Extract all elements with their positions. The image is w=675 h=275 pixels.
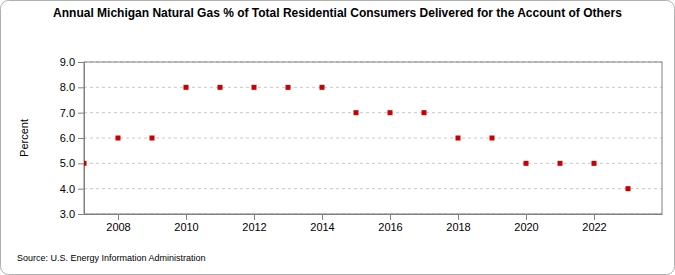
- x-tick-label: 2016: [378, 221, 402, 233]
- x-tick-mark: [186, 214, 187, 220]
- x-tick: 2016: [378, 214, 402, 233]
- y-tick-mark: [78, 189, 84, 190]
- point: [524, 161, 529, 166]
- x-tick-mark: [594, 214, 595, 220]
- x-tick-mark: [458, 214, 459, 220]
- x-tick-label: 2012: [242, 221, 266, 233]
- y-tick: 5.0: [60, 157, 84, 169]
- y-tick: 8.0: [60, 81, 84, 93]
- y-tick-label: 6.0: [60, 132, 75, 144]
- x-tick-mark: [254, 214, 255, 220]
- frame: [1, 1, 675, 275]
- y-tick-mark: [78, 163, 84, 164]
- point: [150, 136, 155, 141]
- x-axis: 2008 2010 2012 2014 2016 2018 2020 2022: [85, 214, 663, 233]
- y-tick-mark: [78, 87, 84, 88]
- x-tick-label: 2020: [514, 221, 538, 233]
- point: [84, 161, 87, 166]
- point: [592, 161, 597, 166]
- x-tick-mark: [322, 214, 323, 220]
- source: Source: U.S. Energy Information Administ…: [17, 253, 206, 263]
- x-tick: 2020: [514, 214, 538, 233]
- x-tick: 2008: [106, 214, 130, 233]
- point: [286, 85, 291, 90]
- x-tick-label: 2010: [174, 221, 198, 233]
- point: [354, 110, 359, 115]
- x-tick-label: 2022: [582, 221, 606, 233]
- y-tick: 9.0: [60, 56, 84, 68]
- point: [422, 110, 427, 115]
- x-tick: 2014: [310, 214, 334, 233]
- point: [626, 186, 631, 191]
- y-axis-label: Percent: [18, 119, 30, 157]
- x-tick-mark: [390, 214, 391, 220]
- plot-frame: [84, 62, 662, 214]
- point: [456, 136, 461, 141]
- y-tick: 7.0: [60, 107, 84, 119]
- x-tick-label: 2008: [106, 221, 130, 233]
- y-tick: 3.0: [60, 208, 84, 220]
- x-tick-label: 2018: [446, 221, 470, 233]
- grid-line: [84, 87, 662, 88]
- y-tick-mark: [78, 138, 84, 139]
- y-tick-mark: [78, 113, 84, 114]
- x-tick-mark: [118, 214, 119, 220]
- y-tick-label: 7.0: [60, 107, 75, 119]
- y-tick-label: 4.0: [60, 183, 75, 195]
- points: [84, 85, 631, 191]
- y-tick-label: 3.0: [60, 208, 75, 220]
- point: [218, 85, 223, 90]
- chart: Annual Michigan Natural Gas % of Total R…: [0, 0, 675, 275]
- point: [184, 85, 189, 90]
- grid-line: [84, 138, 662, 139]
- x-tick: 2018: [446, 214, 470, 233]
- x-tick-label: 2014: [310, 221, 334, 233]
- y-tick-label: 9.0: [60, 56, 75, 68]
- y-tick-label: 8.0: [60, 81, 75, 93]
- title: Annual Michigan Natural Gas % of Total R…: [53, 6, 622, 20]
- grid-line: [84, 163, 662, 164]
- x-axis-line: [85, 214, 663, 215]
- grid-line: [84, 188, 662, 189]
- point: [388, 110, 393, 115]
- x-tick: 2010: [174, 214, 198, 233]
- x-tick: 2012: [242, 214, 266, 233]
- point: [490, 136, 495, 141]
- grid-line: [84, 112, 662, 113]
- x-tick-mark: [526, 214, 527, 220]
- x-tick: 2022: [582, 214, 606, 233]
- point: [116, 136, 121, 141]
- y-axis-line: [84, 63, 85, 215]
- point: [252, 85, 257, 90]
- point: [320, 85, 325, 90]
- y-tick-mark: [78, 214, 84, 215]
- y-tick: 6.0: [60, 132, 84, 144]
- y-tick-label: 5.0: [60, 157, 75, 169]
- y-tick: 4.0: [60, 183, 84, 195]
- point: [558, 161, 563, 166]
- y-tick-mark: [78, 62, 84, 63]
- y-axis: 3.0 4.0 5.0 6.0 7.0 8.0 9.0: [60, 56, 85, 220]
